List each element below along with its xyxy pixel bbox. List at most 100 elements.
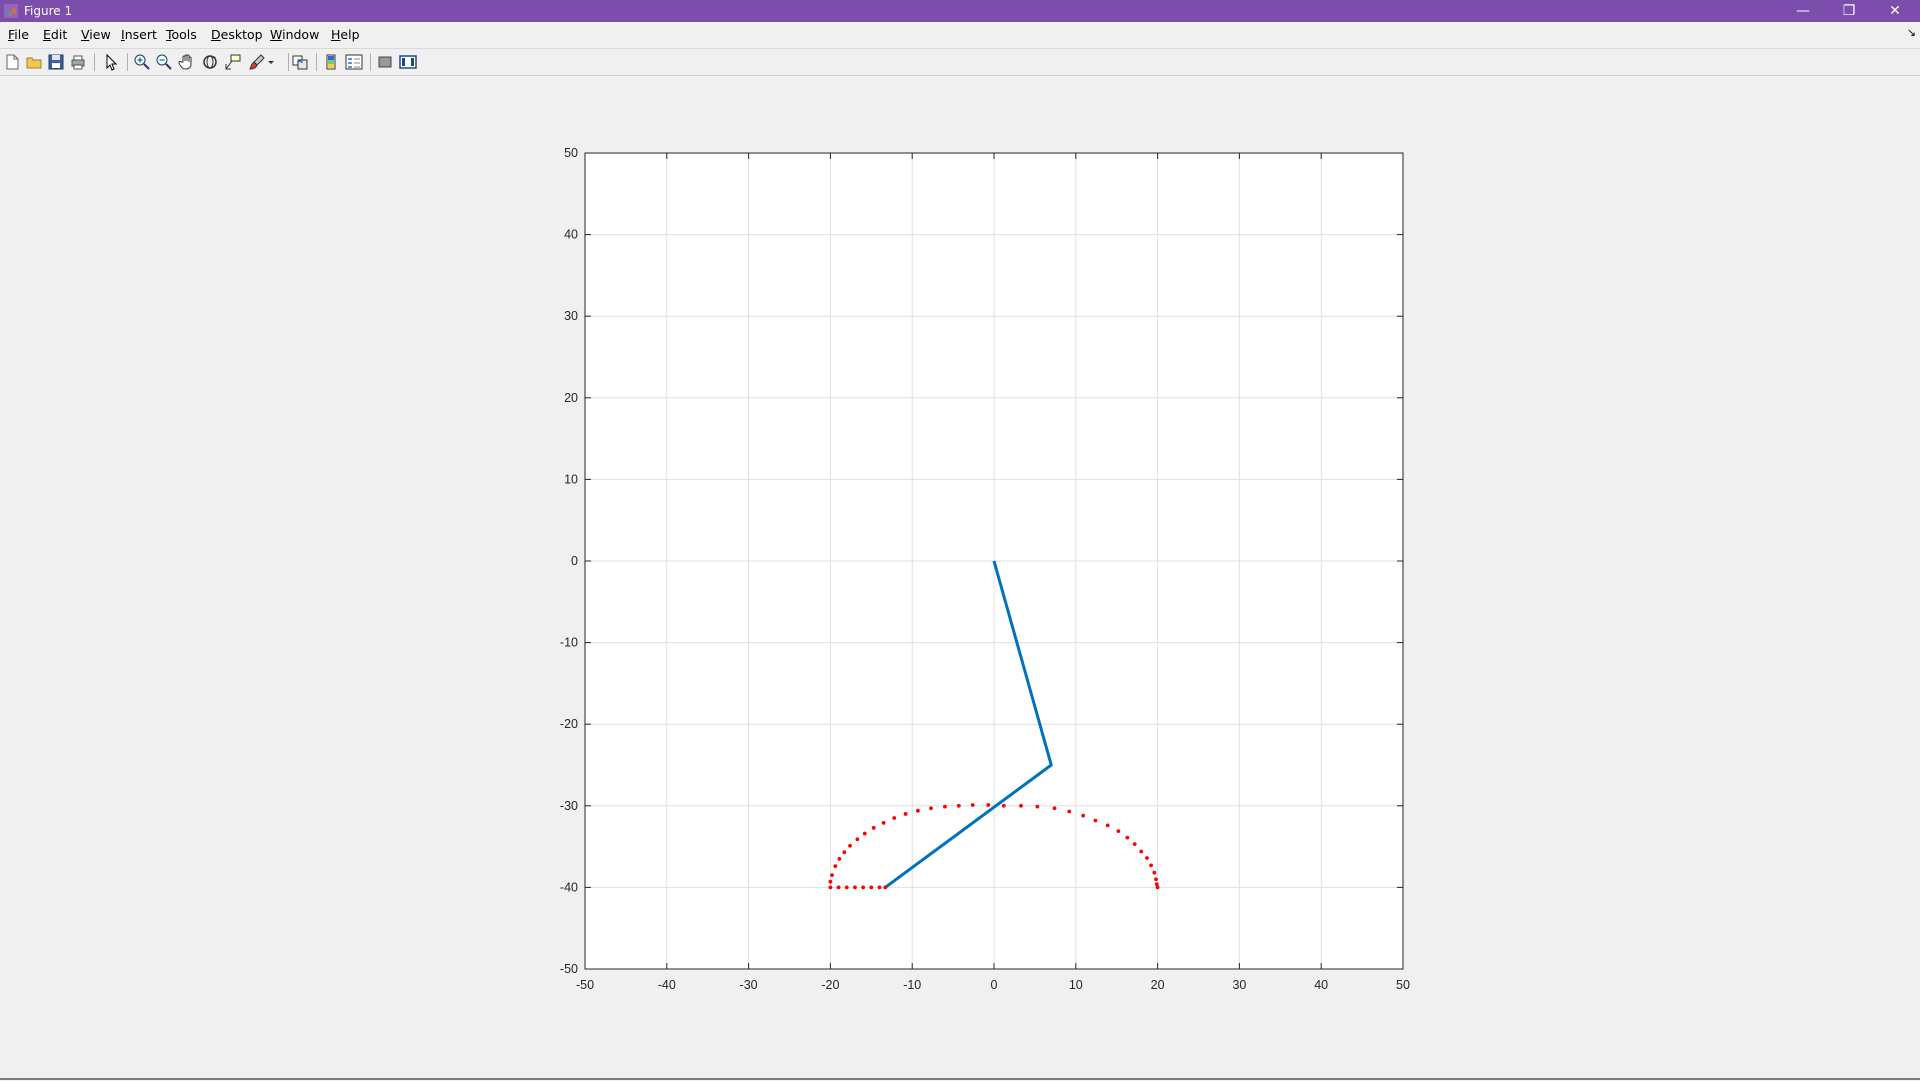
- data-cursor-icon[interactable]: [223, 52, 243, 72]
- trajectory-point: [916, 808, 920, 813]
- menu-desktop-label: esktop: [220, 27, 263, 42]
- y-tick-labels: 50 40 30 20 10 0 -10 -20 -30 -40 -50: [560, 146, 578, 976]
- colorbar-icon[interactable]: [321, 52, 341, 72]
- rotate-3d-icon[interactable]: [200, 52, 220, 72]
- trajectory-point: [837, 856, 842, 861]
- x-tick-label: -30: [740, 978, 758, 992]
- trajectory-point: [1019, 803, 1023, 808]
- brush-dropdown-icon[interactable]: [266, 52, 276, 72]
- trajectory-point: [970, 803, 975, 807]
- x-tick-labels: -50 -40 -30 -20 -10 0 10 20 30 40 50: [576, 978, 1410, 992]
- x-tick-label: 30: [1232, 978, 1246, 992]
- trajectory-point: [842, 850, 847, 855]
- menu-tools[interactable]: Tools: [166, 27, 197, 42]
- window-titlebar: Figure 1 — ❐ ✕: [0, 0, 1920, 22]
- trajectory-point: [1081, 813, 1086, 818]
- trajectory-point: [1152, 870, 1157, 875]
- x-tick-label: -10: [903, 978, 921, 992]
- trajectory-point: [830, 873, 834, 878]
- window-bottom-border: [0, 1078, 1920, 1080]
- y-tick-label: 50: [564, 146, 578, 160]
- trajectory-point: [828, 885, 833, 890]
- menu-file-mnemonic: F: [8, 27, 15, 42]
- zoom-out-icon[interactable]: [154, 52, 174, 72]
- trajectory-point: [903, 812, 908, 816]
- y-tick-label: 0: [571, 554, 578, 568]
- print-icon[interactable]: [68, 52, 88, 72]
- trajectory-point: [848, 843, 852, 848]
- trajectory-point: [853, 885, 857, 890]
- menu-window[interactable]: Window: [270, 27, 319, 42]
- open-file-icon[interactable]: [24, 52, 44, 72]
- trajectory-point: [892, 816, 897, 820]
- toolbar-separator: [370, 53, 371, 71]
- show-plot-tools-icon[interactable]: [398, 52, 418, 72]
- x-tick-label: 40: [1314, 978, 1328, 992]
- brush-icon[interactable]: [247, 52, 267, 72]
- menu-edit-mnemonic: E: [43, 27, 51, 42]
- edit-plot-arrow-icon[interactable]: [101, 52, 121, 72]
- menu-insert[interactable]: Insert: [121, 27, 157, 42]
- trajectory-point: [1132, 842, 1137, 847]
- trajectory-point: [956, 803, 961, 808]
- trajectory-point: [1035, 804, 1040, 809]
- menu-desktop-mnemonic: D: [211, 27, 221, 42]
- menu-bar: File Edit View Insert Tools Desktop Wind…: [0, 22, 1920, 48]
- y-tick-label: 30: [564, 309, 578, 323]
- figure-canvas[interactable]: -50 -40 -30 -20 -10 0 10 20 30 40 50 50 40 30 20 10 0 -1…: [0, 76, 1920, 1076]
- trajectory-point: [836, 885, 841, 890]
- close-button[interactable]: ✕: [1889, 3, 1901, 19]
- x-tick-label: -20: [821, 978, 839, 992]
- y-tick-label: -20: [560, 717, 578, 731]
- trajectory-point: [833, 864, 838, 869]
- menu-overflow-icon[interactable]: ↘: [1906, 26, 1916, 39]
- trajectory-point: [1067, 809, 1072, 814]
- menu-tools-mnemonic: T: [166, 27, 172, 42]
- menu-desktop[interactable]: Desktop: [211, 27, 263, 42]
- menu-window-mnemonic: W: [270, 27, 283, 42]
- menu-file[interactable]: File: [8, 27, 29, 42]
- trajectory-point: [883, 885, 888, 890]
- trajectory-point: [844, 885, 849, 890]
- y-tick-label: 10: [564, 472, 578, 486]
- x-tick-label: 50: [1396, 978, 1410, 992]
- trajectory-point: [1093, 818, 1098, 823]
- plot-axes[interactable]: -50 -40 -30 -20 -10 0 10 20 30 40 50 50 40 30 20 10 0 -1…: [0, 76, 1920, 1076]
- plot-series: [828, 560, 1160, 890]
- menu-insert-label: nsert: [124, 27, 157, 42]
- link-plot-icon[interactable]: [290, 52, 310, 72]
- legend-icon[interactable]: [344, 52, 364, 72]
- y-tick-label: 20: [564, 391, 578, 405]
- menu-edit[interactable]: Edit: [43, 27, 67, 42]
- x-tick-label: 0: [991, 978, 998, 992]
- x-tick-label: 20: [1151, 978, 1165, 992]
- toolbar-separator: [316, 53, 317, 71]
- y-tick-label: -40: [560, 880, 578, 894]
- pan-hand-icon[interactable]: [177, 52, 197, 72]
- new-figure-icon[interactable]: [2, 52, 22, 72]
- menu-file-label: ile: [14, 27, 29, 42]
- zoom-in-icon[interactable]: [132, 52, 152, 72]
- toolbar-separator: [127, 53, 128, 71]
- hide-plot-tools-icon[interactable]: [375, 52, 395, 72]
- menu-help[interactable]: Help: [331, 27, 360, 42]
- trajectory-point: [1105, 823, 1110, 828]
- trajectory-point: [855, 837, 860, 842]
- axes-box: [584, 152, 1404, 970]
- trajectory-point: [1001, 803, 1006, 808]
- trajectory-point: [943, 804, 947, 809]
- x-tick-label: -40: [658, 978, 676, 992]
- y-tick-label: 40: [564, 228, 578, 242]
- save-icon[interactable]: [46, 52, 66, 72]
- trajectory-point: [1125, 835, 1130, 840]
- menu-view[interactable]: View: [81, 27, 111, 42]
- minimize-button[interactable]: —: [1796, 3, 1810, 19]
- x-tick-label: -50: [576, 978, 594, 992]
- restore-button[interactable]: ❐: [1842, 3, 1856, 19]
- y-tick-label: -30: [560, 799, 578, 813]
- menu-view-mnemonic: V: [81, 27, 90, 42]
- trajectory-point: [1116, 829, 1121, 833]
- y-tick-label: -10: [560, 636, 578, 650]
- menu-help-mnemonic: H: [331, 27, 341, 42]
- trajectory-point: [1139, 849, 1144, 854]
